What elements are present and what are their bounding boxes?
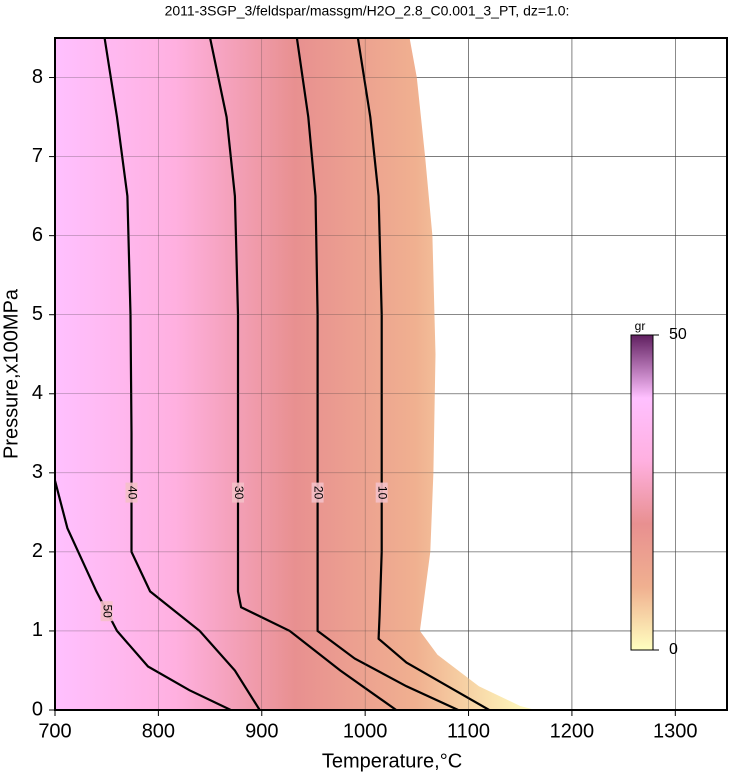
contour-label: 40	[125, 486, 139, 500]
plot-frame	[54, 37, 728, 711]
y-axis-label: Pressure,x100MPa	[0, 288, 22, 459]
contour-label: 50	[101, 604, 115, 618]
y-tick-label: 2	[32, 540, 43, 562]
colorbar	[630, 334, 654, 651]
colorbar-tick-label: 50	[669, 326, 687, 343]
x-tick-label: 1000	[343, 720, 388, 742]
y-tick-label: 0	[32, 698, 43, 720]
x-axis-label: Temperature,°C	[322, 750, 462, 772]
y-tick-label: 3	[32, 461, 43, 483]
y-tick-label: 7	[32, 145, 43, 167]
x-tick-label: 1300	[653, 720, 698, 742]
x-tick-label: 1100	[447, 720, 490, 742]
colorbar-label: gr	[635, 319, 646, 333]
contour-label: 10	[376, 486, 390, 500]
chart-title: 2011-3SGP_3/feldspar/massgm/H2O_2.8_C0.0…	[165, 3, 570, 19]
y-tick-label: 1	[32, 619, 43, 641]
x-tick-label: 800	[142, 720, 175, 742]
colorbar-tick-label: 0	[669, 641, 678, 658]
contour-label: 30	[232, 486, 246, 500]
x-tick-label: 1200	[550, 720, 595, 742]
y-tick-label: 8	[32, 66, 43, 88]
y-tick-label: 4	[32, 382, 43, 404]
field	[55, 38, 536, 710]
x-tick-label: 900	[245, 720, 278, 742]
y-tick-label: 5	[32, 303, 43, 325]
y-tick-label: 6	[32, 224, 43, 246]
x-tick-label: 700	[38, 720, 71, 742]
contour-label: 20	[311, 486, 325, 500]
